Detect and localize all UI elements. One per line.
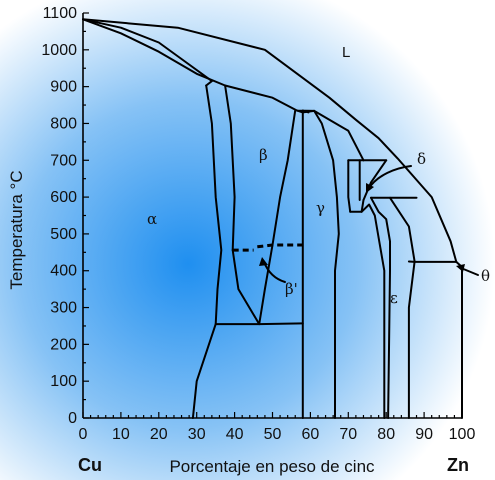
boundary-delta-right (362, 159, 388, 201)
boundary-beta-right-upper (271, 109, 297, 246)
x-tick-label: 30 (188, 426, 206, 443)
x-tick-label: 100 (449, 426, 476, 443)
x-tick-label: 80 (377, 426, 395, 443)
y-tick-label: 100 (50, 373, 77, 390)
y-tick-label: 700 (50, 152, 77, 169)
boundary-gamma-right-lower (360, 203, 386, 419)
label-pointers (259, 165, 479, 283)
y-tick-label: 400 (50, 263, 77, 280)
boundary-eta-solvus (455, 260, 463, 419)
y-tick-label: 1100 (43, 5, 78, 22)
phase-label-alpha: α (147, 210, 157, 228)
dashed-beta-prime-order-right (257, 243, 303, 249)
theta-pointer-arrowhead (456, 264, 465, 272)
y-tick-label: 300 (50, 300, 77, 317)
x-tick-label: 40 (226, 426, 244, 443)
element-label-zn: Zn (447, 455, 469, 475)
boundary-beta-right-lower (258, 244, 274, 326)
y-tick-label: 0 (68, 410, 77, 427)
y-axis-title: Temperatura °C (7, 170, 26, 289)
beta-prime-pointer-arrowhead (259, 257, 268, 266)
boundary-liquidus-upper (82, 18, 458, 263)
axes: 0 100 200 300 400 500 600 700 800 900 1000 1100 0 10 2… (41, 5, 475, 443)
boundary-epsilon-left (370, 196, 391, 419)
element-label-cu: Cu (78, 455, 102, 475)
boundary-beta-prime-left (231, 249, 261, 326)
boundary-alpha-solvus (191, 84, 223, 419)
phase-label-gamma: γ (316, 199, 325, 217)
y-tick-label: 900 (50, 79, 77, 96)
phase-label-beta-prime: β' (285, 280, 298, 298)
phase-label-liquid: L (342, 44, 350, 61)
phase-label-beta: β (259, 146, 268, 164)
y-tick-label: 600 (50, 189, 77, 206)
boundary-solidus-alpha (82, 18, 213, 87)
y-tick-label: 800 (50, 115, 77, 132)
phase-labels: L α β β' γ δ ε θ (147, 44, 490, 307)
boundary-gamma-peritectic (313, 109, 365, 162)
theta-pointer-line (460, 267, 479, 276)
x-tick-label: 0 (79, 426, 88, 443)
x-axis-title: Porcentaje en peso de cinc (169, 457, 375, 476)
boundary-alpha-beta-lower (214, 322, 304, 326)
phase-boundaries (82, 18, 463, 419)
phase-label-epsilon: ε (390, 289, 398, 307)
x-tick-label: 90 (415, 426, 433, 443)
boundary-gamma-left-upper (301, 109, 310, 114)
y-tick-label: 500 (50, 226, 77, 243)
y-tick-label: 200 (50, 336, 77, 353)
x-tick-label: 10 (112, 426, 130, 443)
phase-label-theta: θ (481, 267, 490, 285)
boundary-gamma-right (313, 109, 340, 419)
boundary-beta-left (224, 84, 236, 252)
phase-label-delta: δ (417, 150, 426, 168)
boundary-delta-left (347, 159, 352, 213)
delta-pointer-arrowhead (366, 183, 374, 193)
x-tick-label: 20 (150, 426, 168, 443)
x-tick-label: 60 (302, 426, 320, 443)
x-tick-label: 70 (339, 426, 357, 443)
y-tick-label: 1000 (41, 42, 77, 59)
x-tick-label: 50 (264, 426, 282, 443)
delta-pointer-line (368, 165, 412, 189)
